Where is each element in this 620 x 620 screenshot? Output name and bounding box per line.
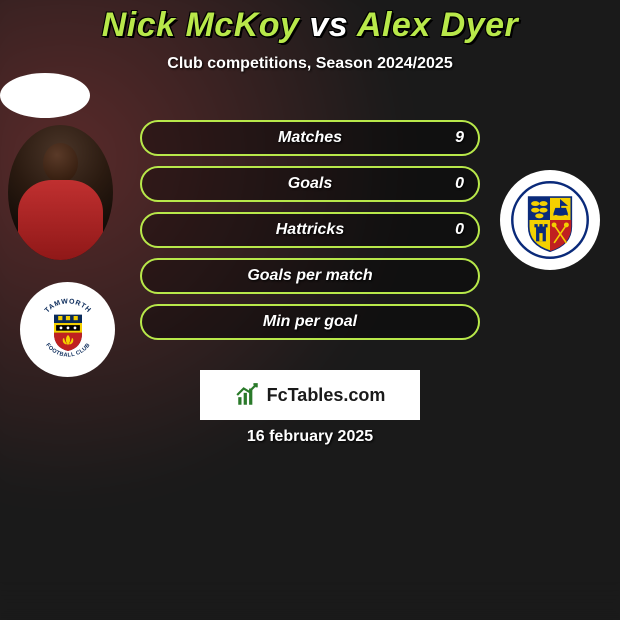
stat-label: Matches (278, 129, 342, 147)
content-root: Nick McKoy vs Alex Dyer Club competition… (0, 0, 620, 580)
stat-right-value: 9 (455, 129, 464, 147)
stat-row-goals: Goals 0 (140, 166, 480, 202)
date-text: 16 february 2025 (0, 428, 620, 446)
stat-row-goals-per-match: Goals per match (140, 258, 480, 294)
stat-label: Goals per match (247, 267, 372, 285)
branding-text: FcTables.com (267, 385, 386, 406)
title-player1: Nick McKoy (102, 6, 300, 44)
crest-left-svg: TAMWORTH FOOTBALL CLUB (33, 295, 103, 365)
title-player2: Alex Dyer (357, 6, 518, 44)
club-crest-right (500, 170, 600, 270)
stat-label: Goals (288, 175, 332, 193)
stat-right-value: 0 (455, 221, 464, 239)
page-title: Nick McKoy vs Alex Dyer (0, 0, 620, 45)
stats-container: Matches 9 Goals 0 Hattricks 0 Goals per … (140, 120, 480, 350)
player2-photo (0, 73, 90, 118)
stat-row-matches: Matches 9 (140, 120, 480, 156)
stat-right-value: 0 (455, 175, 464, 193)
stat-label: Hattricks (276, 221, 344, 239)
title-vs: vs (309, 6, 348, 44)
club-crest-left: TAMWORTH FOOTBALL CLUB (20, 282, 115, 377)
player1-photo (8, 125, 113, 260)
crest-right-svg (509, 179, 591, 261)
branding-box: FcTables.com (200, 370, 420, 420)
branding-chart-icon (235, 382, 261, 408)
subtitle: Club competitions, Season 2024/2025 (0, 55, 620, 73)
stat-label: Min per goal (263, 313, 357, 331)
stat-row-min-per-goal: Min per goal (140, 304, 480, 340)
stat-row-hattricks: Hattricks 0 (140, 212, 480, 248)
